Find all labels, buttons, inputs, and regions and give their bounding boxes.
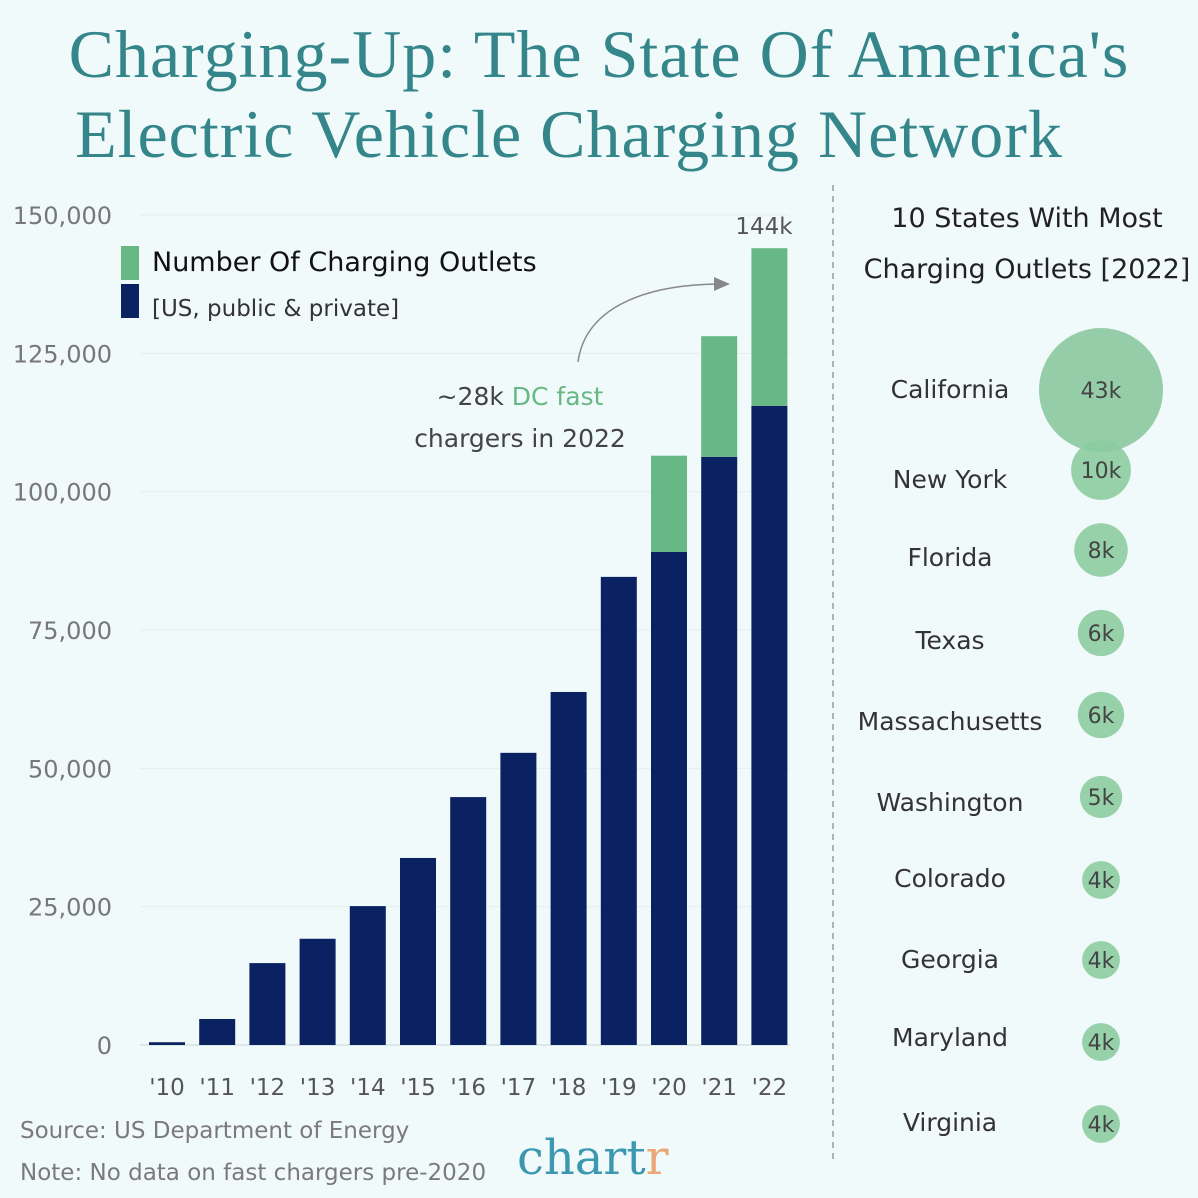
legend-subtitle: [US, public & private] — [152, 296, 399, 322]
bar-total-1 — [199, 1018, 236, 1045]
legend-swatch-dc — [121, 246, 139, 280]
callout-line-1: ~28k DC fast — [437, 382, 604, 411]
y-tick-label: 125,000 — [13, 340, 112, 368]
state-value-label: 8k — [1088, 539, 1115, 564]
title-line-1: Charging-Up: The State Of America's — [68, 16, 1130, 92]
callout-arrow — [577, 283, 719, 363]
state-bubble-4 — [1077, 691, 1125, 739]
state-bubble-9 — [1082, 1105, 1120, 1143]
state-name: Florida — [907, 543, 992, 572]
bar-total-6 — [450, 797, 487, 1045]
state-name: Georgia — [901, 945, 999, 974]
bar-total-3 — [299, 938, 336, 1045]
x-tick-label: '14 — [350, 1075, 386, 1101]
state-bubble-6 — [1082, 861, 1120, 899]
state-value-label: 4k — [1088, 1031, 1115, 1056]
top-value-label: 144k — [735, 214, 793, 240]
callout-prefix: ~28k — [437, 382, 512, 411]
y-tick-label: 100,000 — [13, 479, 112, 507]
y-tick-label: 25,000 — [28, 894, 112, 922]
bar-total-11 — [701, 456, 738, 1046]
bar-total-2 — [249, 963, 286, 1045]
x-tick-label: '13 — [300, 1075, 336, 1101]
bar-total-9 — [600, 576, 637, 1045]
state-bubble-8 — [1082, 1023, 1120, 1061]
x-tick-label: '17 — [501, 1075, 537, 1101]
state-bubble-7 — [1082, 941, 1120, 979]
bar-total-12 — [751, 405, 788, 1045]
x-tick-label: '12 — [250, 1075, 286, 1101]
state-value-label: 43k — [1081, 379, 1122, 404]
state-name: Maryland — [892, 1023, 1008, 1052]
state-bubble-3 — [1077, 609, 1125, 657]
bar-total-7 — [500, 752, 537, 1045]
x-tick-label: '16 — [450, 1075, 486, 1101]
bar-dc-fast-11 — [701, 336, 738, 457]
x-tick-label: '22 — [752, 1075, 788, 1101]
y-tick-label: 150,000 — [13, 202, 112, 230]
callout-arrowhead — [714, 277, 730, 291]
state-bubble-5 — [1079, 775, 1123, 819]
y-tick-label: 75,000 — [28, 617, 112, 645]
bar-total-0 — [149, 1042, 185, 1045]
state-value-label: 4k — [1088, 1113, 1115, 1138]
state-name: New York — [893, 465, 1008, 494]
state-bubble-1 — [1071, 440, 1131, 500]
y-tick-label: 50,000 — [28, 755, 112, 783]
title-line-2: Electric Vehicle Charging Network — [75, 96, 1063, 172]
legend-swatch-total — [121, 284, 139, 318]
state-value-label: 10k — [1081, 459, 1122, 484]
state-value-label: 6k — [1088, 704, 1115, 729]
x-tick-label: '10 — [149, 1075, 185, 1101]
x-tick-label: '11 — [199, 1075, 235, 1101]
bar-total-8 — [550, 691, 587, 1045]
state-name: Texas — [914, 626, 984, 655]
states-title-1: 10 States With Most — [891, 203, 1162, 234]
footnote: Note: No data on fast chargers pre-2020 — [20, 1160, 487, 1186]
callout-line-2: chargers in 2022 — [414, 424, 626, 453]
bar-total-4 — [349, 906, 386, 1045]
callout-highlight: DC fast — [512, 382, 604, 411]
x-tick-label: '20 — [651, 1075, 687, 1101]
state-name: Massachusetts — [858, 707, 1043, 736]
y-tick-label: 0 — [97, 1032, 112, 1060]
state-name: Colorado — [894, 864, 1006, 893]
bar-total-5 — [400, 857, 436, 1045]
x-tick-label: '19 — [601, 1075, 637, 1101]
chartr-logo: chartr — [517, 1130, 669, 1186]
x-tick-label: '21 — [701, 1075, 737, 1101]
state-value-label: 5k — [1088, 786, 1115, 811]
legend-title: Number Of Charging Outlets — [152, 247, 537, 278]
x-tick-label: '18 — [551, 1075, 587, 1101]
state-name: Washington — [877, 788, 1024, 817]
bar-total-10 — [651, 551, 687, 1045]
state-bubble-0 — [1039, 328, 1163, 452]
bar-dc-fast-12 — [751, 248, 788, 406]
bar-dc-fast-10 — [651, 455, 687, 552]
state-value-label: 4k — [1088, 869, 1115, 894]
source-note: Source: US Department of Energy — [20, 1118, 410, 1144]
states-title-2: Charging Outlets [2022] — [864, 254, 1191, 285]
state-name: Virginia — [903, 1108, 997, 1137]
state-bubble-2 — [1074, 523, 1128, 577]
state-name: California — [891, 375, 1010, 404]
x-tick-label: '15 — [400, 1075, 436, 1101]
state-value-label: 4k — [1088, 949, 1115, 974]
state-value-label: 6k — [1088, 622, 1115, 647]
